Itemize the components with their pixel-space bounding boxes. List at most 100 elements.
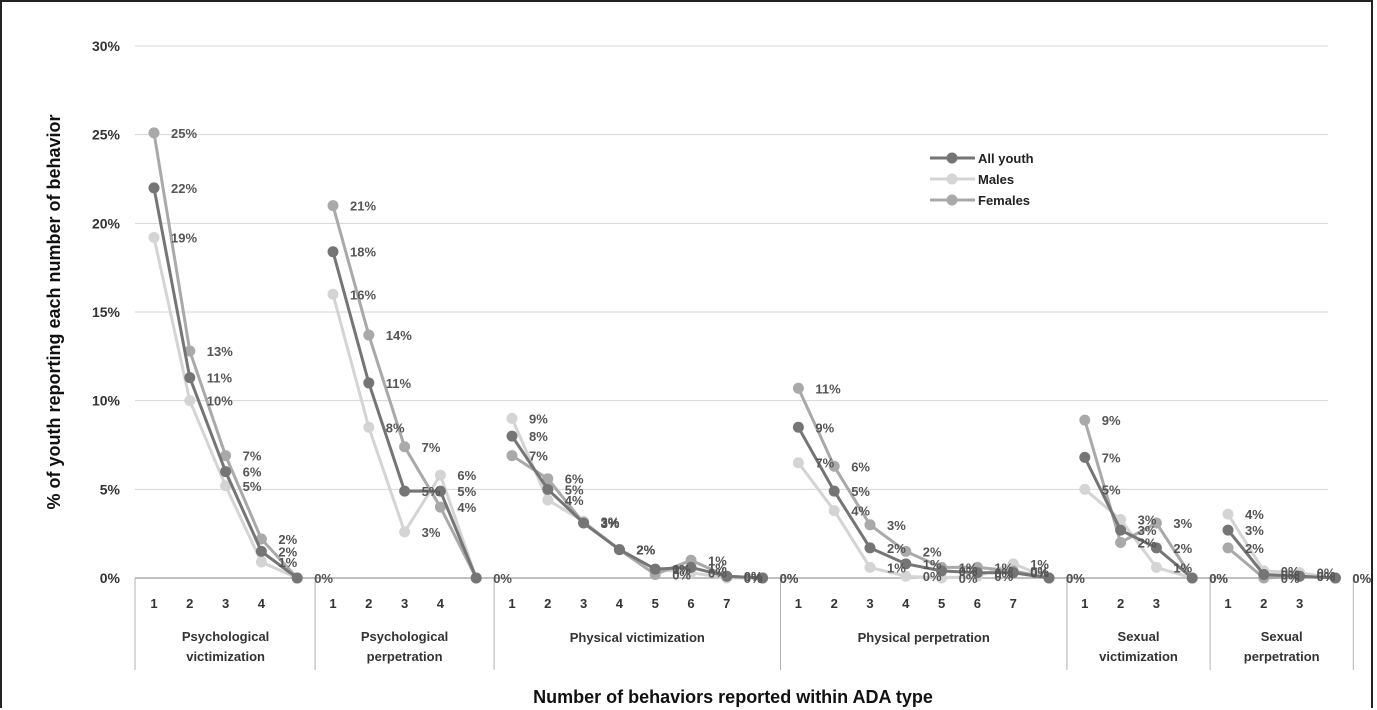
data-point — [542, 483, 554, 495]
data-point — [1329, 572, 1341, 584]
data-point — [148, 127, 160, 139]
data-point — [613, 544, 625, 556]
data-label: 3% — [601, 516, 620, 531]
data-point — [399, 485, 411, 497]
y-tick-label: 5% — [100, 481, 121, 497]
data-point — [220, 450, 232, 462]
x-tick-label: 1 — [1224, 596, 1231, 611]
data-label: 9% — [815, 420, 834, 435]
series-line — [1226, 513, 1336, 580]
data-label: 0% — [1209, 571, 1228, 586]
data-label: 18% — [350, 245, 376, 260]
y-tick-label: 20% — [92, 215, 121, 231]
data-label: 1% — [1030, 557, 1049, 572]
legend-label: All youth — [978, 151, 1034, 166]
data-label: 4% — [565, 493, 584, 508]
data-label: 0% — [959, 571, 978, 586]
data-label: 2% — [923, 544, 942, 559]
data-label: 5% — [565, 482, 584, 497]
x-tick-label: 4 — [437, 596, 445, 611]
group-label: Physical perpetration — [858, 630, 990, 645]
data-label: 0% — [959, 564, 978, 579]
data-label: 1% — [672, 562, 691, 577]
data-point — [184, 372, 196, 384]
group-label: Sexual — [1118, 629, 1160, 644]
data-label: 8% — [386, 420, 405, 435]
x-tick-label: 3 — [580, 596, 587, 611]
x-tick-label: 5 — [938, 596, 945, 611]
x-tick-label: 7 — [1010, 596, 1017, 611]
data-label: 5% — [457, 484, 476, 499]
data-point — [363, 329, 375, 341]
group-label: Sexual — [1261, 629, 1303, 644]
y-tick-label: 10% — [92, 393, 121, 409]
data-point — [1222, 542, 1234, 554]
data-label: 0% — [1281, 564, 1300, 579]
data-label: 5% — [422, 484, 441, 499]
data-point — [578, 517, 590, 529]
data-point — [363, 421, 375, 433]
data-point — [900, 558, 912, 570]
data-label: 0% — [994, 569, 1013, 584]
legend-label: Females — [978, 193, 1030, 208]
data-label: 2% — [1138, 536, 1157, 551]
data-label: 2% — [636, 543, 655, 558]
group-label: victimization — [186, 649, 265, 664]
data-point — [649, 563, 661, 575]
data-label: 0% — [780, 571, 799, 586]
data-label: 9% — [529, 411, 548, 426]
x-tick-label: 6 — [687, 596, 694, 611]
data-label: 6% — [457, 468, 476, 483]
data-point — [1150, 542, 1162, 554]
data-point — [1222, 508, 1234, 520]
data-point — [1079, 451, 1091, 463]
data-label: 0% — [1209, 571, 1228, 586]
data-point — [936, 565, 948, 577]
x-tick-label: 3 — [1296, 596, 1303, 611]
data-point — [327, 200, 339, 212]
data-label: 7% — [422, 440, 441, 455]
data-label: 5% — [243, 479, 262, 494]
group-label: Physical victimization — [570, 630, 705, 645]
x-tick-label: 2 — [544, 596, 551, 611]
data-point — [220, 480, 232, 492]
data-label: 0% — [708, 566, 727, 581]
x-tick-label: 2 — [365, 596, 372, 611]
data-label: 1% — [959, 560, 978, 575]
x-tick-label: 4 — [616, 596, 624, 611]
data-label: 4% — [457, 500, 476, 515]
data-label: 3% — [1173, 516, 1192, 531]
data-point — [506, 450, 518, 462]
x-tick-label: 6 — [974, 596, 981, 611]
data-label: 5% — [851, 484, 870, 499]
data-point — [470, 572, 482, 584]
x-tick-label: 2 — [1117, 596, 1124, 611]
data-label: 0% — [1317, 569, 1336, 584]
data-point — [757, 572, 769, 584]
data-label: 2% — [278, 544, 297, 559]
data-label: 11% — [207, 371, 233, 386]
data-point — [1043, 572, 1055, 584]
data-labels: 22%11%6%2%18%11%5% 5%8%5%3%2%1% 1%0%9%5%2%… — [171, 126, 1372, 586]
data-point — [1294, 570, 1306, 582]
data-label: 1% — [708, 560, 727, 575]
data-label: 4% — [851, 504, 870, 519]
data-point — [1258, 568, 1270, 580]
x-tick-label: 7 — [723, 596, 730, 611]
data-point — [148, 182, 160, 194]
x-tick-label: 3 — [401, 596, 408, 611]
data-label: 0% — [744, 569, 763, 584]
data-point — [1222, 524, 1234, 536]
data-label: 3% — [1138, 512, 1157, 527]
data-label: 22% — [171, 181, 197, 196]
data-label: 2% — [1245, 541, 1264, 556]
data-label: 3% — [601, 516, 620, 531]
data-label: 1% — [994, 560, 1013, 575]
data-point — [971, 567, 983, 579]
x-tick-label: 2 — [831, 596, 838, 611]
data-point — [1115, 524, 1127, 536]
x-tick-label: 1 — [329, 596, 336, 611]
data-point — [792, 421, 804, 433]
data-label: 1% — [923, 557, 942, 572]
